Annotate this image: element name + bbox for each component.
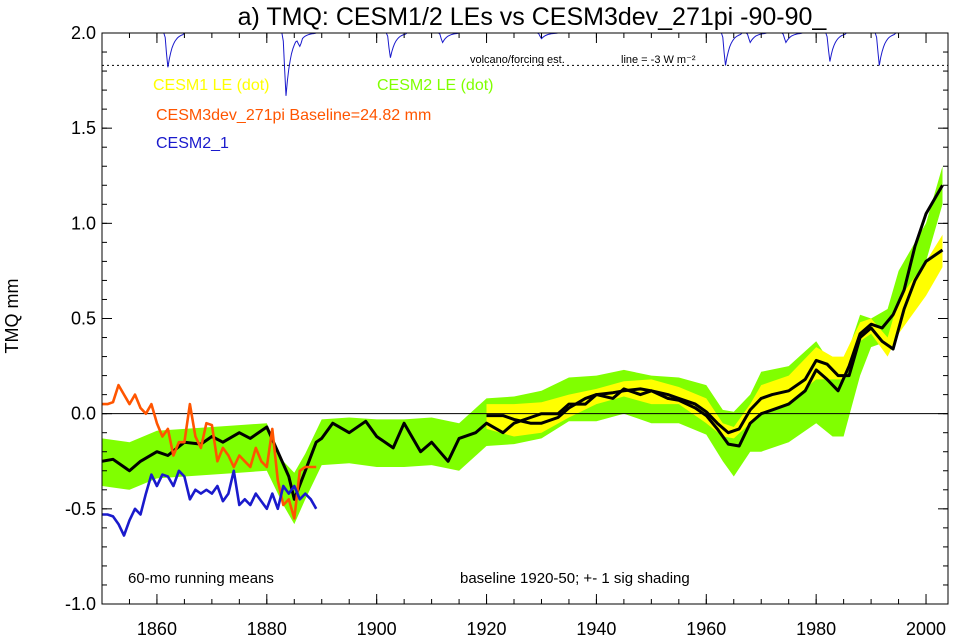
chart-title: a) TMQ: CESM1/2 LEs vs CESM3dev_271pi -9… (238, 3, 828, 31)
x-tick-label-6: 1980 (796, 619, 836, 639)
y-tick-label-3: 0.5 (71, 309, 96, 329)
baseline-note: baseline 1920-50; +- 1 sig shading (460, 570, 690, 587)
legend-entry-cesm2-1: CESM2_1 (156, 135, 229, 152)
x-tick-label-2: 1900 (357, 619, 397, 639)
legend-entry-cesm2: CESM2 LE (dot) (377, 77, 493, 94)
legend: CESM1 LE (dot) CESM2 LE (dot) CESM3dev_2… (153, 77, 493, 152)
series-line-0 (102, 184, 944, 501)
y-axis-title: TMQ mm (2, 279, 22, 354)
legend-entry-cesm1: CESM1 LE (dot) (153, 77, 269, 94)
x-tick-label-4: 1940 (576, 619, 616, 639)
x-tick-label-7: 2000 (906, 619, 946, 639)
series-line-1 (486, 248, 944, 435)
x-tick-label-1: 1880 (247, 619, 287, 639)
x-tick-label-0: 1860 (137, 619, 177, 639)
y-tick-label-2: 0.0 (71, 404, 96, 424)
y-tick-label-0: -1.0 (65, 594, 96, 614)
volcano-label: volcano/forcing est. (470, 54, 565, 66)
y-tick-label-4: 1.0 (71, 213, 96, 233)
series-line-3 (102, 469, 318, 537)
volcano-line-label: line = -3 W m⁻² (621, 54, 696, 66)
running-means-note: 60-mo running means (128, 570, 274, 587)
y-tick-label-6: 2.0 (71, 23, 96, 43)
y-tick-label-5: 1.5 (71, 118, 96, 138)
band-0 (102, 166, 943, 525)
legend-entry-cesm3dev: CESM3dev_271pi Baseline=24.82 mm (156, 107, 431, 124)
x-tick-label-5: 1960 (686, 619, 726, 639)
x-tick-label-3: 1920 (467, 619, 507, 639)
y-tick-label-1: -0.5 (65, 499, 96, 519)
